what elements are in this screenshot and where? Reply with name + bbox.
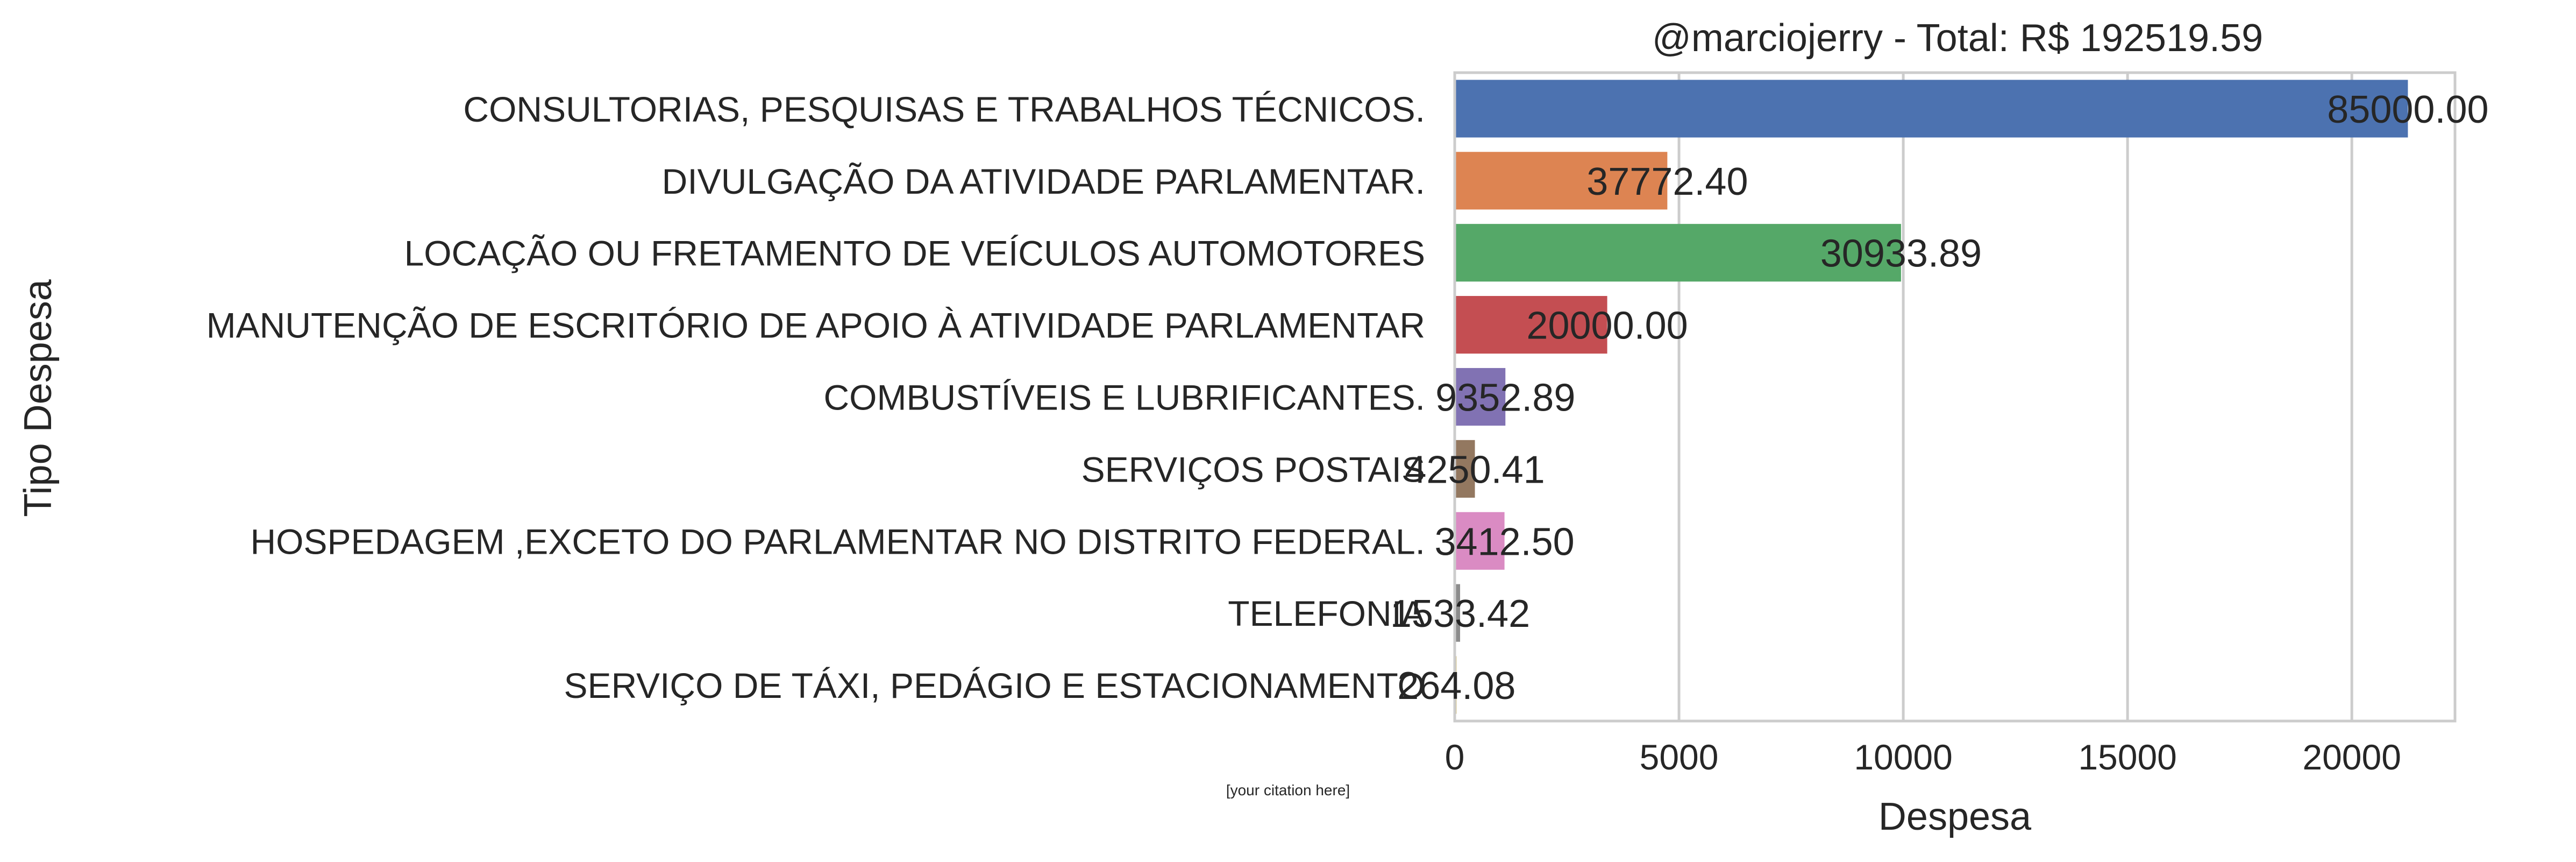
x-axis-label: Despesa bbox=[1878, 795, 2032, 838]
category-label: HOSPEDAGEM ,EXCETO DO PARLAMENTAR NO DIS… bbox=[251, 521, 1425, 561]
data-label: 85000.00 bbox=[2327, 88, 2488, 131]
data-label: 264.08 bbox=[1397, 665, 1515, 708]
data-label: 1533.42 bbox=[1390, 592, 1530, 635]
category-label: COMBUSTÍVEIS E LUBRIFICANTES. bbox=[823, 378, 1425, 418]
category-label: CONSULTORIAS, PESQUISAS E TRABALHOS TÉCN… bbox=[463, 89, 1425, 129]
data-label: 37772.40 bbox=[1586, 160, 1748, 203]
category-label: MANUTENÇÃO DE ESCRITÓRIO DE APOIO À ATIV… bbox=[207, 306, 1425, 345]
data-label: 30933.89 bbox=[1820, 232, 1982, 275]
y-tick-labels: CONSULTORIAS, PESQUISAS E TRABALHOS TÉCN… bbox=[207, 89, 1425, 705]
data-label: 4250.41 bbox=[1405, 448, 1545, 491]
data-label: 9352.89 bbox=[1435, 377, 1575, 420]
category-label: SERVIÇO DE TÁXI, PEDÁGIO E ESTACIONAMENT… bbox=[564, 666, 1425, 705]
bar bbox=[1455, 80, 2408, 137]
x-tick-label: 15000 bbox=[2078, 737, 2177, 777]
category-label: LOCAÇÃO OU FRETAMENTO DE VEÍCULOS AUTOMO… bbox=[404, 234, 1425, 273]
citation: [your citation here] bbox=[1226, 782, 1350, 799]
category-label: SERVIÇOS POSTAIS bbox=[1081, 449, 1425, 489]
x-tick-label: 0 bbox=[1445, 737, 1465, 777]
y-axis-label: Tipo Despesa bbox=[17, 279, 60, 517]
x-tick-label: 5000 bbox=[1640, 737, 1719, 777]
x-tick-label: 10000 bbox=[1854, 737, 1953, 777]
x-tick-labels: 0 5000 10000 15000 20000 bbox=[1445, 737, 2401, 777]
x-tick-label: 20000 bbox=[2302, 737, 2401, 777]
data-label: 20000.00 bbox=[1526, 305, 1688, 348]
data-label: 3412.50 bbox=[1434, 520, 1574, 563]
category-label: DIVULGAÇÃO DA ATIVIDADE PARLAMENTAR. bbox=[662, 161, 1425, 201]
chart-title: @marciojerry - Total: R$ 192519.59 bbox=[1652, 17, 2263, 60]
